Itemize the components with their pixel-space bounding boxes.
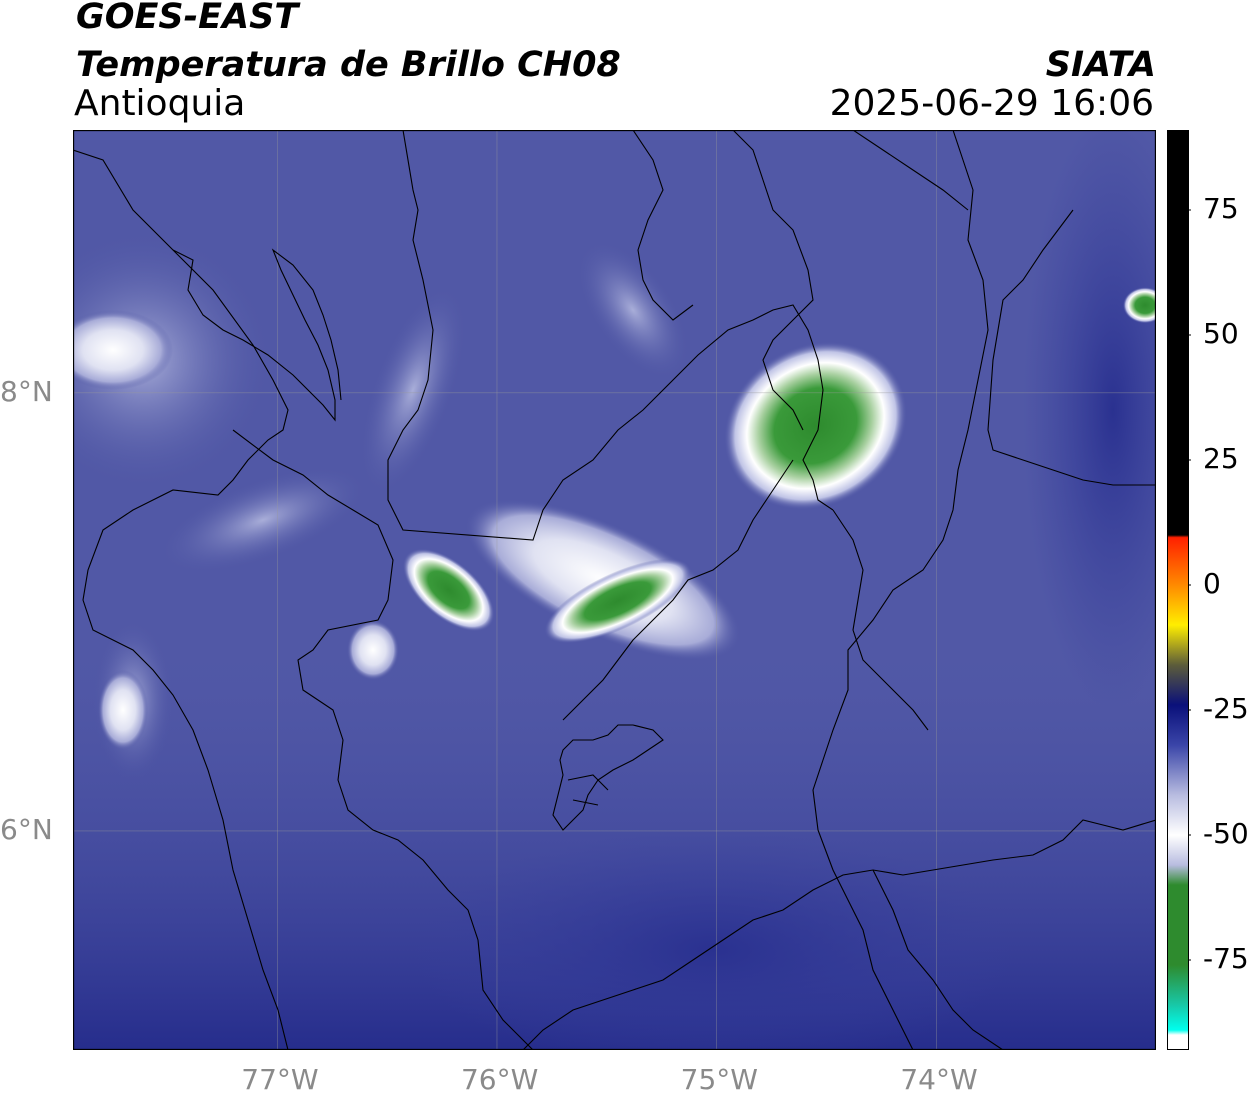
colorbar-tick-label: 25 (1203, 442, 1239, 475)
boundary-choco-antioquia (232, 429, 534, 1050)
colorbar-tick-label: 50 (1203, 317, 1239, 350)
colorbar (1167, 130, 1191, 1050)
dark-east-band (1023, 130, 1156, 710)
lat-tick-label: 8°N (0, 374, 53, 408)
colorbar-tick-label: 75 (1203, 192, 1239, 225)
boundary-magdalena-medio (832, 509, 929, 731)
organization-label: SIATA (1045, 45, 1156, 85)
colorbar-gradient (1167, 130, 1189, 1050)
boundary-antioquia-cordoba (387, 130, 834, 541)
lon-tick-label: 74°W (900, 1063, 978, 1096)
satellite-map[interactable] (73, 130, 1156, 1050)
coastline-west (73, 149, 289, 1050)
colorbar-tick-label: -75 (1203, 942, 1249, 975)
colorbar-tick-label: -50 (1203, 817, 1249, 850)
lon-tick-label: 77°W (241, 1063, 319, 1096)
boundary-venezuela (987, 209, 1156, 486)
boundaries (73, 130, 1156, 1050)
cloud-band-central (544, 558, 692, 644)
cloud-patch-northeast (1123, 287, 1156, 324)
colorbar-tick-label: -25 (1203, 692, 1249, 725)
cloud-streak-north (359, 285, 467, 495)
cloud-patch-small (347, 620, 399, 680)
boundary-boyaca (872, 869, 1004, 1050)
title-line2: Temperatura de Brillo CH08 (76, 45, 621, 85)
region-label: Antioquia (74, 83, 246, 124)
cloud-patch-southwest-core (98, 670, 148, 750)
cloud-arc-west (158, 466, 368, 574)
cloud-patch-northwest (73, 230, 273, 490)
colorbar-frame (1167, 130, 1189, 1050)
boundary-caldas (522, 819, 1156, 1050)
lat-tick-label: 6°N (0, 812, 53, 846)
colorbar-tick-label: 0 (1203, 567, 1221, 600)
map-frame (73, 130, 1156, 1050)
timestamp-label: 2025-06-29 16:06 (829, 83, 1154, 124)
cloud-patch-northwest-core (73, 310, 173, 390)
boundary-santander (812, 130, 989, 1050)
boundary-river-interior (562, 459, 794, 721)
boundary-urban-medellin (552, 724, 664, 831)
title-line1: GOES-EAST (76, 0, 299, 37)
deep-convection-cell (724, 341, 907, 510)
dark-south-patch (413, 830, 1013, 1050)
boundary-cordoba-sucre (632, 130, 694, 321)
cloud-streak-north-central (576, 240, 690, 380)
lon-tick-label: 75°W (680, 1063, 758, 1096)
convective-cell-west (402, 548, 495, 632)
boundary-east-magdalena (852, 130, 969, 211)
coastline-urabá (172, 248, 342, 422)
boundary-bolivar (732, 130, 814, 431)
lon-tick-label: 76°W (460, 1063, 539, 1096)
